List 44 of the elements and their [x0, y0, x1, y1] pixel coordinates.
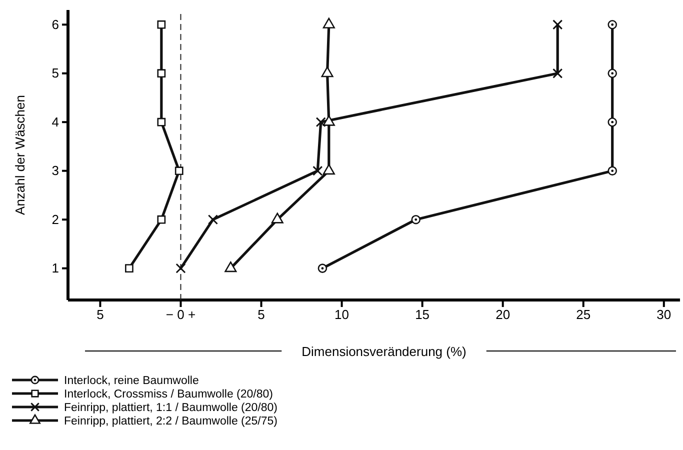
point: [157, 69, 166, 78]
y-tick-label: 4: [52, 114, 59, 130]
point: [157, 118, 166, 126]
point: [208, 214, 218, 225]
point: [322, 18, 335, 28]
point: [552, 68, 563, 78]
y-tick-label: 2: [52, 212, 59, 227]
y-tick-label: 1: [52, 260, 59, 276]
x-tick-label: 10: [334, 307, 350, 322]
point: [125, 264, 134, 273]
point: [552, 20, 563, 30]
legend-label: Feinripp, plattiert, 1:1 / Baumwolle (20/80): [64, 402, 278, 414]
point: [157, 20, 166, 29]
point: [224, 261, 237, 272]
point: [157, 215, 166, 224]
point: [608, 68, 617, 78]
y-axis-title: Anzahl der Wäschen: [12, 95, 28, 215]
x-tick-label: 5: [96, 307, 104, 322]
y-tick-label: 3: [52, 163, 59, 178]
point: [174, 166, 184, 176]
point: [608, 20, 617, 30]
legend-label: Interlock, Crossmiss / Baumwolle (20/80): [64, 388, 274, 400]
legend-label: Feinripp, plattiert, 2:2 / Baumwolle (25/75): [64, 416, 278, 428]
point: [322, 115, 335, 126]
x-tick-label: 15: [415, 307, 430, 322]
x-tick-label: 5: [258, 307, 265, 322]
y-tick-label: 6: [52, 16, 59, 32]
legend-label: Interlock, reine Baumwolle: [64, 375, 199, 387]
point: [608, 166, 617, 176]
x-tick-label: 30: [656, 307, 672, 322]
x-tick-label: − 0 +: [166, 307, 196, 322]
point: [316, 117, 326, 128]
point: [176, 263, 186, 274]
point: [271, 212, 284, 224]
x-tick-label: 25: [576, 307, 591, 322]
x-axis-title: Dimensionsveränderung (%): [302, 344, 466, 359]
point: [318, 264, 328, 273]
x-tick-label: 20: [496, 307, 510, 322]
y-tick-label: 5: [52, 66, 59, 81]
point: [322, 164, 335, 175]
point: [321, 66, 334, 78]
point: [411, 214, 421, 224]
point: [608, 117, 617, 127]
point: [312, 166, 323, 176]
